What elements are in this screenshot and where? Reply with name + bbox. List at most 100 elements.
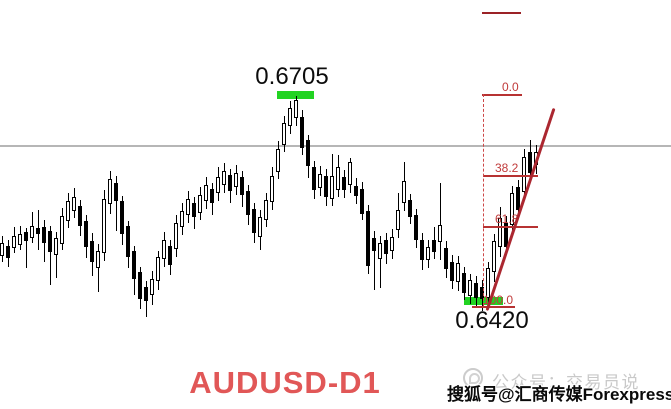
candle-body (282, 123, 286, 145)
candle-body (234, 173, 238, 187)
candle-body (414, 215, 418, 240)
candle-body (444, 248, 448, 269)
ascending-trendline (485, 107, 556, 311)
fib-label-0.0: 0.0 (502, 80, 519, 94)
candle-body (168, 246, 172, 265)
candle-body (18, 234, 22, 245)
candle-body (474, 283, 478, 298)
candle-body (78, 206, 82, 226)
candle-body (270, 176, 274, 202)
candle-body (228, 175, 232, 191)
candle-body (486, 268, 490, 298)
candle-body (510, 193, 514, 225)
candle-body (126, 226, 130, 257)
candle-body (204, 185, 208, 201)
candle-body (408, 200, 412, 217)
candle-body (222, 171, 226, 185)
candle-wick (374, 231, 375, 290)
swing-high-price-label: 0.6705 (255, 63, 329, 90)
candle-body (252, 209, 256, 233)
candle-body (72, 197, 76, 211)
candle-body (396, 210, 400, 230)
candle-body (90, 241, 94, 262)
candle-wick (98, 244, 99, 292)
candle-body (276, 149, 280, 172)
candle-body (492, 241, 496, 272)
candle-body (318, 174, 322, 188)
candle-wick (440, 183, 441, 260)
candle-body (360, 189, 364, 214)
candle-body (84, 221, 88, 247)
candle-body (240, 177, 244, 195)
candle-wick (50, 226, 51, 285)
fib-line-38.2 (483, 175, 538, 177)
candle-body (138, 272, 142, 299)
candle-body (150, 279, 154, 295)
candle-body (312, 167, 316, 190)
candle-body (12, 236, 16, 248)
candle-body (420, 240, 424, 260)
horizontal-price-level-line (0, 145, 671, 147)
candle-body (402, 181, 406, 203)
candle-body (336, 167, 340, 190)
candle-body (354, 186, 358, 196)
high-marker (277, 91, 314, 99)
candle-body (426, 247, 430, 260)
candle-body (0, 243, 4, 256)
candle-body (384, 240, 388, 254)
candle-body (390, 237, 394, 251)
channel-circle-logo-icon (463, 368, 483, 388)
candle-body (156, 257, 160, 281)
candle-body (264, 200, 268, 220)
candle-body (102, 199, 106, 253)
candle-body (174, 223, 178, 249)
candle-body (306, 140, 310, 166)
candle-body (498, 218, 502, 247)
swing-low-price-label: 0.6420 (455, 307, 529, 334)
fib-extension-line (482, 12, 521, 14)
candle-wick (380, 236, 381, 288)
candle-body (144, 287, 148, 301)
candle-body (216, 177, 220, 193)
candle-body (66, 201, 70, 221)
channel-logo-glyph (469, 373, 480, 384)
fib-line-100.0 (472, 306, 515, 308)
candle-body (432, 240, 436, 252)
channel-watermark: 公众号：交易员说 (492, 373, 640, 392)
candle-body (96, 251, 100, 268)
fib-label-61.8: 61.8 (495, 212, 519, 226)
candle-body (462, 273, 466, 293)
candle-body (108, 179, 112, 204)
candle-body (372, 238, 376, 251)
publisher-watermark: 搜狐号@汇商传媒Forexpress (447, 385, 671, 404)
fib-anchor-dashed-line (483, 94, 484, 306)
candle-body (120, 201, 124, 234)
candle-body (288, 108, 292, 126)
candle-body (348, 162, 352, 185)
candle-body (294, 100, 298, 118)
candle-body (114, 183, 118, 201)
candle-body (438, 225, 442, 242)
candle-body (192, 203, 196, 217)
candle-body (198, 195, 202, 213)
candle-body (48, 231, 52, 252)
candle-body (6, 246, 10, 258)
candle-body (42, 227, 46, 243)
fib-line-61.8 (483, 226, 538, 228)
candle-body (330, 176, 334, 199)
chart-title: AUDUSD-D1 (189, 365, 381, 400)
fib-line-0.0 (482, 94, 522, 96)
candle-body (258, 217, 262, 237)
candle-body (210, 189, 214, 203)
candle-body (366, 211, 370, 266)
candle-body (456, 263, 460, 282)
fib-label-38.2: 38.2 (495, 161, 519, 175)
candle-body (468, 280, 472, 296)
candle-body (180, 211, 184, 227)
candle-body (378, 243, 382, 259)
candle-body (132, 251, 136, 279)
candle-body (162, 240, 166, 259)
candle-body (186, 199, 190, 215)
candle-body (54, 238, 58, 255)
candle-body (450, 262, 454, 281)
